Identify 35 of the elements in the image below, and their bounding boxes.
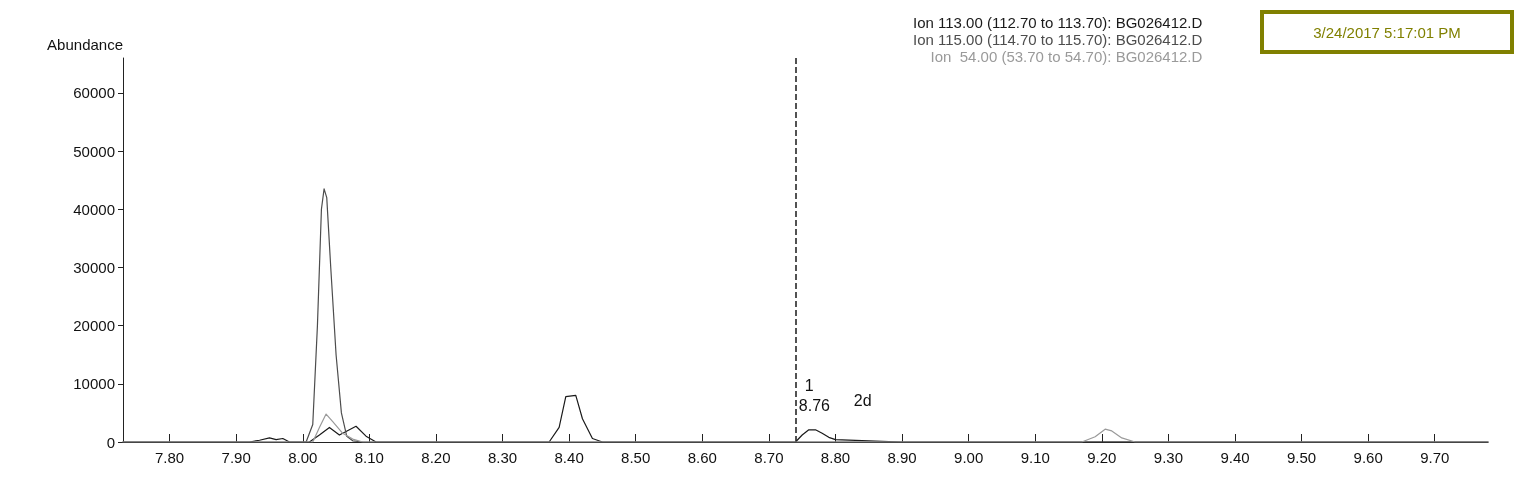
- x-tick-label: 7.90: [221, 449, 251, 466]
- x-tick-label: 9.30: [1153, 449, 1183, 466]
- text: Ion 113.00 (112.70 to 113.70): BG026412.D: [912, 14, 1203, 31]
- x-tick-label: 8.80: [820, 449, 851, 466]
- x-tick-label: 8.60: [687, 449, 717, 466]
- x-tick-label: 9.20: [1087, 449, 1117, 466]
- x-tick-label: 7.80: [155, 449, 185, 466]
- x-tick-label: 9.50: [1286, 449, 1317, 466]
- y-tick-label: 50000: [73, 142, 115, 160]
- x-tick-label: 8.40: [554, 449, 584, 466]
- annotation: 2d: [853, 391, 872, 409]
- x-tick-label: 8.90: [887, 449, 917, 466]
- x-tick-label: 8.10: [354, 449, 384, 466]
- y-tick-label: 30000: [73, 258, 115, 276]
- x-tick-label: 8.70: [754, 449, 784, 466]
- x-tick-label: 8.20: [421, 449, 451, 466]
- annotation: 8.76: [798, 396, 831, 414]
- annotation: 1: [804, 376, 814, 394]
- x-tick-label: 9.40: [1220, 449, 1250, 466]
- x-tick-label: 8.00: [288, 449, 318, 466]
- text: Ion 54.00 (53.70 to 54.70): BG026412.D: [930, 48, 1203, 65]
- text: 3/24/2017 5:17:01 PM: [1313, 23, 1461, 41]
- y-tick-label: 10000: [73, 375, 115, 393]
- x-tick-label: 9.00: [954, 449, 984, 466]
- y-axis-title: Abundance: [47, 36, 123, 53]
- y-tick-label: 40000: [73, 200, 115, 218]
- text: Ion 115.00 (114.70 to 115.70): BG026412.D: [912, 31, 1203, 48]
- x-tick-label: 8.30: [487, 449, 518, 466]
- y-tick-label: 60000: [73, 84, 115, 102]
- y-tick-label: 0: [106, 433, 115, 451]
- x-tick-label: 8.50: [621, 449, 651, 466]
- x-tick-label: 9.70: [1420, 449, 1450, 466]
- x-tick-label: 9.10: [1020, 449, 1050, 466]
- y-tick-label: 20000: [73, 317, 115, 335]
- x-tick-label: 9.60: [1353, 449, 1383, 466]
